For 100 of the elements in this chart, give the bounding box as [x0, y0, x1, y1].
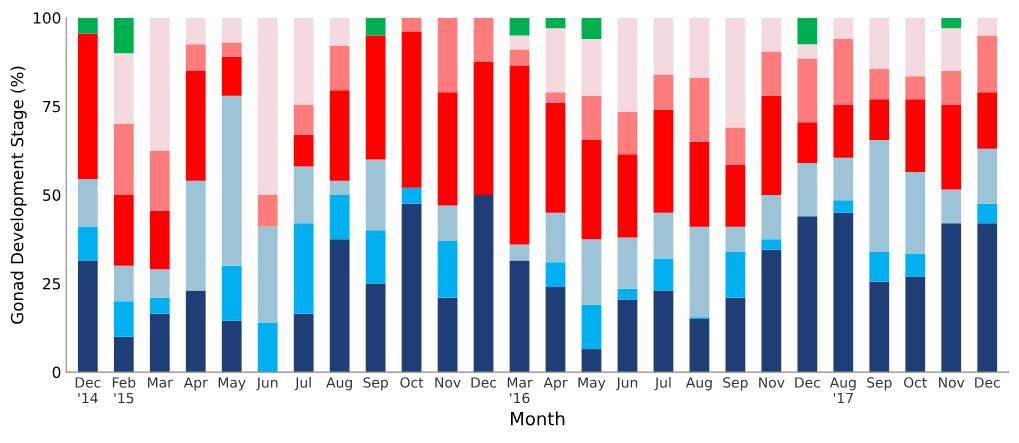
bar [77, 17, 98, 34]
bar [905, 76, 926, 100]
bar [869, 139, 890, 252]
bar [581, 349, 602, 373]
bar [473, 17, 494, 63]
bar [797, 122, 818, 164]
bar [185, 17, 206, 45]
bar [329, 90, 350, 181]
bar [905, 276, 926, 373]
x-tick-label: Dec [471, 377, 497, 388]
bar [869, 251, 890, 282]
bar [869, 281, 890, 373]
bar [797, 58, 818, 123]
bar [905, 171, 926, 254]
bar [833, 38, 854, 105]
bar [545, 262, 566, 288]
x-tick-label: Jul [294, 376, 311, 391]
bar [257, 226, 278, 323]
x-tick-label: Mar '16 [507, 377, 533, 404]
bar [797, 163, 818, 217]
bar [617, 299, 638, 373]
x-tick-label: Sep [363, 377, 388, 391]
bar [905, 99, 926, 172]
bar [113, 301, 134, 337]
bar [689, 141, 710, 227]
bar [185, 290, 206, 373]
bar [545, 212, 566, 263]
bar [509, 244, 530, 261]
x-tick-label: Nov [939, 377, 965, 388]
x-tick-label: Dec '14 [75, 377, 101, 404]
bar [293, 223, 314, 314]
bar [653, 258, 674, 291]
x-tick-label: Aug [685, 377, 712, 391]
bar [293, 134, 314, 167]
bar [113, 17, 134, 54]
bar [257, 322, 278, 373]
bar [329, 46, 350, 91]
bar [365, 230, 386, 284]
bar [149, 17, 170, 151]
bar [977, 223, 998, 373]
bar [869, 69, 890, 100]
bar [149, 297, 170, 314]
bar [113, 53, 134, 125]
x-tick-label: Jun [615, 377, 638, 391]
bar [653, 290, 674, 373]
x-tick-label: Jul [654, 376, 671, 391]
bar [221, 95, 242, 266]
bar [869, 17, 890, 70]
bar [545, 28, 566, 93]
bar [977, 203, 998, 224]
bar [473, 62, 494, 195]
bar [833, 157, 854, 201]
bar [293, 104, 314, 135]
x-tick-label: Apr [543, 377, 568, 391]
bar [797, 17, 818, 45]
bar [653, 17, 674, 75]
bar [581, 95, 602, 140]
bar [905, 253, 926, 277]
bar [941, 189, 962, 224]
bar [581, 17, 602, 39]
bar [437, 92, 458, 206]
x-axis-title: Month [511, 411, 565, 426]
bar [617, 154, 638, 238]
bar [617, 111, 638, 155]
bar [689, 226, 710, 318]
bar [545, 92, 566, 103]
bar [833, 200, 854, 213]
bar [941, 70, 962, 105]
bar [797, 216, 818, 373]
bar [365, 283, 386, 373]
bar [833, 104, 854, 158]
bar [761, 17, 782, 52]
bar [509, 35, 530, 50]
bar [689, 77, 710, 142]
bar [941, 223, 962, 373]
bar [617, 288, 638, 300]
bar [149, 150, 170, 211]
bar [329, 239, 350, 373]
bar [545, 17, 566, 29]
bar [509, 65, 530, 245]
bar [293, 17, 314, 105]
bar [221, 320, 242, 373]
y-tick-label: 75 [43, 100, 61, 113]
y-axis-title: Gonad Development Stage (%) [10, 66, 27, 324]
bar [401, 203, 422, 373]
bar [437, 205, 458, 241]
y-tick-label: 0 [52, 366, 61, 379]
bar [401, 17, 422, 32]
bar [725, 127, 746, 165]
x-tick-label: Oct [904, 377, 927, 388]
bar [149, 313, 170, 373]
bar [293, 166, 314, 224]
bar [149, 210, 170, 270]
bar [329, 17, 350, 47]
x-tick-label: Sep [867, 377, 892, 391]
x-tick-label: Nov [759, 377, 785, 388]
bar [653, 109, 674, 213]
bar [977, 35, 998, 93]
bar [365, 17, 386, 36]
bar [725, 297, 746, 373]
